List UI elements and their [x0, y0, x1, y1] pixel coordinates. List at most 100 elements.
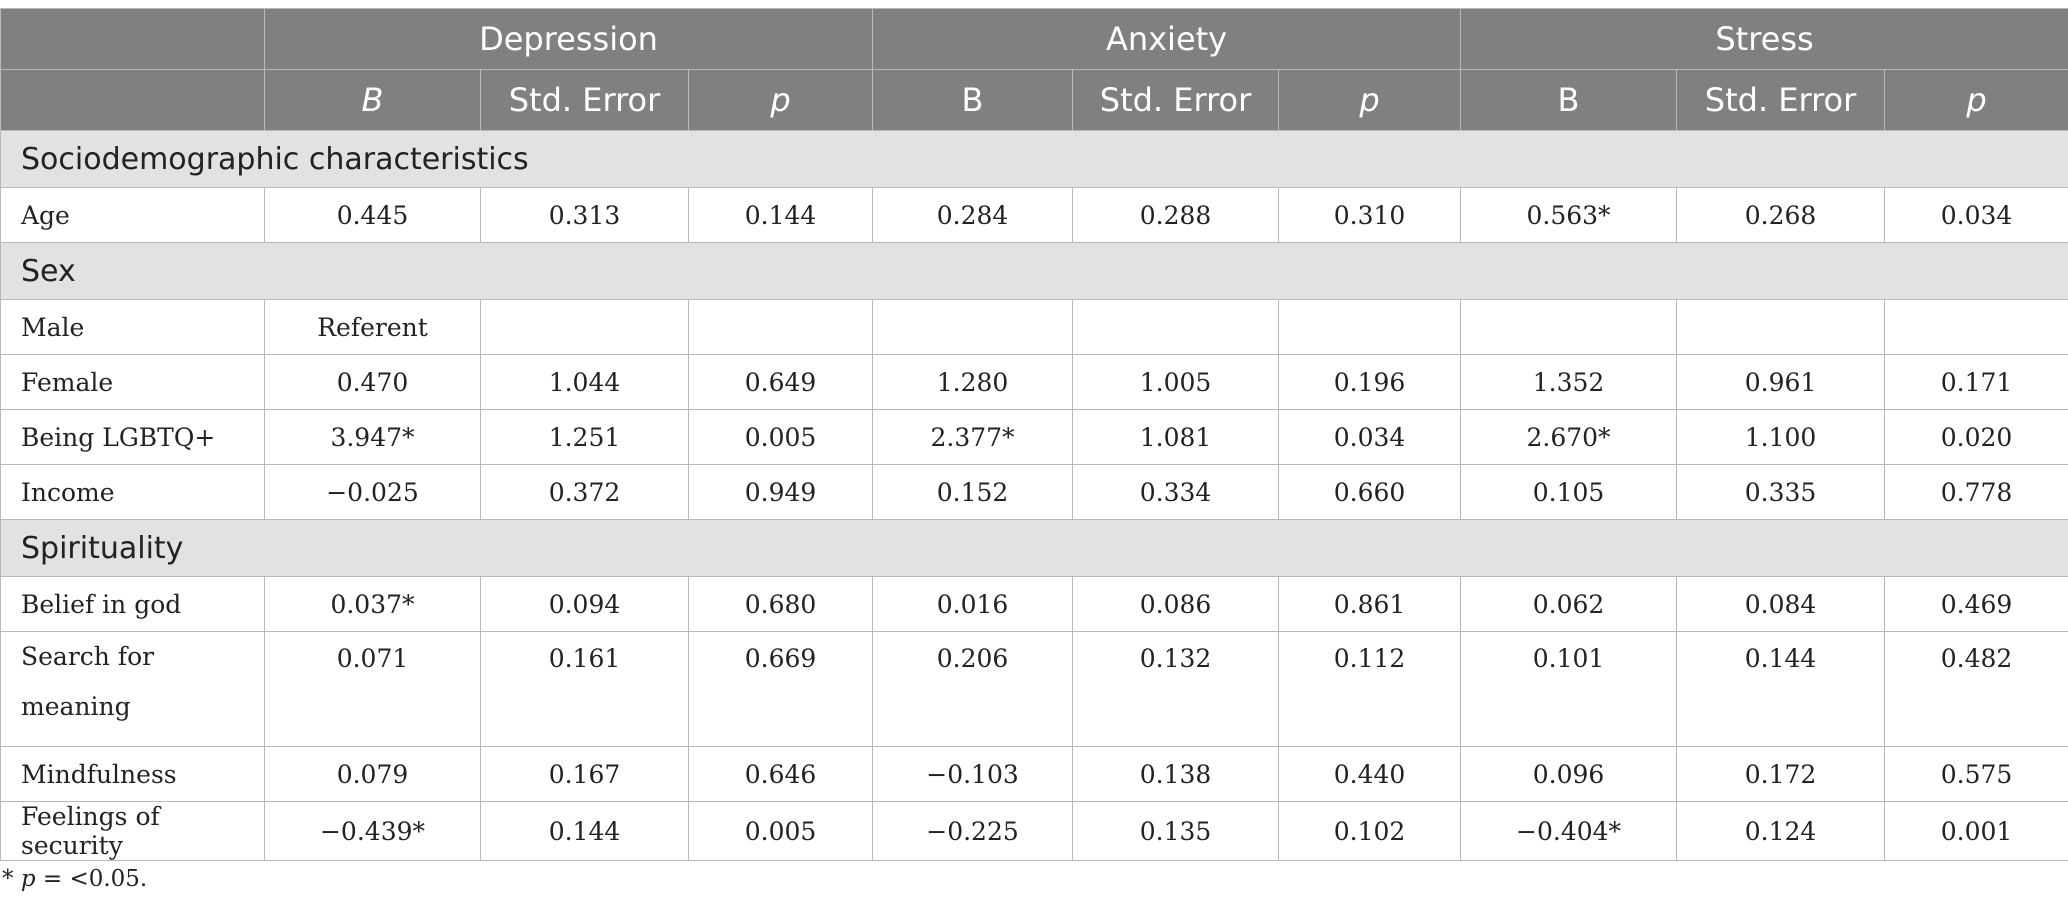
- cell: 0.144: [687, 187, 874, 243]
- section-title: Sociodemographic characteristics: [0, 130, 2068, 188]
- cell: 0.372: [480, 464, 689, 520]
- footnote-marker: *: [2, 866, 21, 892]
- table-row: Being LGBTQ+ 3.947* 1.251 0.005 2.377* 1…: [0, 409, 2068, 465]
- subheader-b: B: [1460, 69, 1678, 131]
- subheader-b: B: [264, 69, 481, 131]
- section-header: Sociodemographic characteristics: [0, 130, 2068, 188]
- cell: 0.482: [1884, 631, 2068, 747]
- cell: 0.171: [1884, 354, 2068, 410]
- table-row: Belief in god 0.037* 0.094 0.680 0.016 0…: [0, 576, 2068, 632]
- cell: 0.167: [480, 746, 689, 802]
- cell: 1.044: [480, 354, 689, 410]
- cell: 0.086: [1072, 576, 1280, 632]
- cell: 0.005: [687, 801, 874, 861]
- cell: 0.469: [1884, 576, 2068, 632]
- cell: 0.440: [1278, 746, 1462, 802]
- cell: 0.152: [872, 464, 1074, 520]
- subheader-p: p: [1278, 69, 1462, 131]
- cell: 0.020: [1884, 409, 2068, 465]
- header-corner: [0, 8, 265, 70]
- cell: 0.268: [1676, 187, 1886, 243]
- cell: 0.101: [1460, 631, 1678, 747]
- cell: [687, 299, 874, 355]
- cell: 0.669: [687, 631, 874, 747]
- cell: 0.094: [480, 576, 689, 632]
- cell: 0.096: [1460, 746, 1678, 802]
- cell: [1278, 299, 1462, 355]
- cell: 0.575: [1884, 746, 2068, 802]
- cell: [872, 299, 1074, 355]
- row-label: Belief in god: [0, 576, 265, 632]
- cell: 0.161: [480, 631, 689, 747]
- cell: [480, 299, 689, 355]
- cell: Referent: [264, 299, 481, 355]
- cell: 0.135: [1072, 801, 1280, 861]
- subheader-std-error: Std. Error: [1072, 69, 1280, 131]
- cell: 0.132: [1072, 631, 1280, 747]
- cell: 0.961: [1676, 354, 1886, 410]
- cell: 0.313: [480, 187, 689, 243]
- cell: 0.062: [1460, 576, 1678, 632]
- cell: 1.352: [1460, 354, 1678, 410]
- cell: 0.334: [1072, 464, 1280, 520]
- cell: 1.280: [872, 354, 1074, 410]
- cell: 0.646: [687, 746, 874, 802]
- header-group-stress: Stress: [1460, 8, 2068, 70]
- cell: 0.660: [1278, 464, 1462, 520]
- section-title: Spirituality: [0, 519, 2068, 577]
- subheader-p: p: [1884, 69, 2068, 131]
- cell: 2.377*: [872, 409, 1074, 465]
- cell: 0.949: [687, 464, 874, 520]
- cell: 0.861: [1278, 576, 1462, 632]
- subheader-std-error: Std. Error: [480, 69, 689, 131]
- cell: 0.196: [1278, 354, 1462, 410]
- table-row: Search for meaning 0.071 0.161 0.669 0.2…: [0, 631, 2068, 747]
- row-label: Being LGBTQ+: [0, 409, 265, 465]
- table-header: Depression Anxiety Stress B Std. Error p…: [0, 8, 2068, 131]
- cell: 0.005: [687, 409, 874, 465]
- cell: 0.335: [1676, 464, 1886, 520]
- cell: 1.251: [480, 409, 689, 465]
- cell: 0.284: [872, 187, 1074, 243]
- cell: 0.206: [872, 631, 1074, 747]
- cell: 0.084: [1676, 576, 1886, 632]
- cell: 0.138: [1072, 746, 1280, 802]
- row-label: Income: [0, 464, 265, 520]
- cell: 0.124: [1676, 801, 1886, 861]
- cell: −0.103: [872, 746, 1074, 802]
- cell: −0.404*: [1460, 801, 1678, 861]
- footnote-variable: p: [20, 866, 36, 892]
- subheader-std-error: Std. Error: [1676, 69, 1886, 131]
- cell: 3.947*: [264, 409, 481, 465]
- subheader-b: B: [872, 69, 1074, 131]
- table-body: Sociodemographic characteristics Age 0.4…: [0, 130, 2068, 861]
- table-row: Feelings of security −0.439* 0.144 0.005…: [0, 801, 2068, 861]
- cell: 2.670*: [1460, 409, 1678, 465]
- section-header: Sex: [0, 242, 2068, 300]
- table-row: Female 0.470 1.044 0.649 1.280 1.005 0.1…: [0, 354, 2068, 410]
- cell: [1884, 299, 2068, 355]
- cell: −0.225: [872, 801, 1074, 861]
- cell: 0.071: [264, 631, 481, 747]
- footnote-text: = <0.05.: [35, 866, 148, 892]
- cell: −0.025: [264, 464, 481, 520]
- cell: 0.172: [1676, 746, 1886, 802]
- cell: 0.037*: [264, 576, 481, 632]
- row-label: Search for meaning: [0, 631, 265, 747]
- cell: 0.563*: [1460, 187, 1678, 243]
- section-title: Sex: [0, 242, 2068, 300]
- cell: 0.778: [1884, 464, 2068, 520]
- cell: [1676, 299, 1886, 355]
- cell: [1460, 299, 1678, 355]
- cell: 0.649: [687, 354, 874, 410]
- cell: 0.034: [1884, 187, 2068, 243]
- row-label: Male: [0, 299, 265, 355]
- cell: 0.016: [872, 576, 1074, 632]
- cell: 1.005: [1072, 354, 1280, 410]
- cell: 0.102: [1278, 801, 1462, 861]
- cell: 0.001: [1884, 801, 2068, 861]
- subheader-p: p: [687, 69, 874, 131]
- cell: 0.144: [480, 801, 689, 861]
- regression-table: Depression Anxiety Stress B Std. Error p…: [0, 8, 2068, 861]
- cell: −0.439*: [264, 801, 481, 861]
